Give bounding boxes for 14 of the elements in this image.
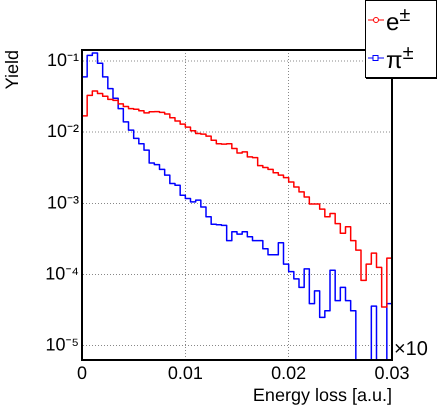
text: ×10 bbox=[394, 338, 428, 361]
y-tick-label: 10⁻⁴ bbox=[45, 264, 79, 284]
x-tick-label: 0.01 bbox=[168, 362, 203, 383]
y-axis-title: Yield bbox=[2, 50, 22, 90]
legend-label: π$^{±}$ bbox=[386, 42, 414, 74]
x-axis-title: Energy loss [a.u.] bbox=[252, 385, 392, 406]
x-tick-label: 0 bbox=[76, 362, 88, 383]
y-tick-label: 10⁻² bbox=[46, 121, 80, 142]
y-tick-label: 10⁻¹ bbox=[46, 50, 80, 70]
x-tick-label: 0.03 bbox=[374, 362, 410, 383]
y-tick-label: 10⁻³ bbox=[46, 192, 80, 212]
y-tick-label: 10⁻⁵ bbox=[46, 334, 79, 355]
x-tick-label: 0.02 bbox=[271, 362, 306, 383]
legend-label: e$^{±}$ bbox=[386, 4, 410, 36]
